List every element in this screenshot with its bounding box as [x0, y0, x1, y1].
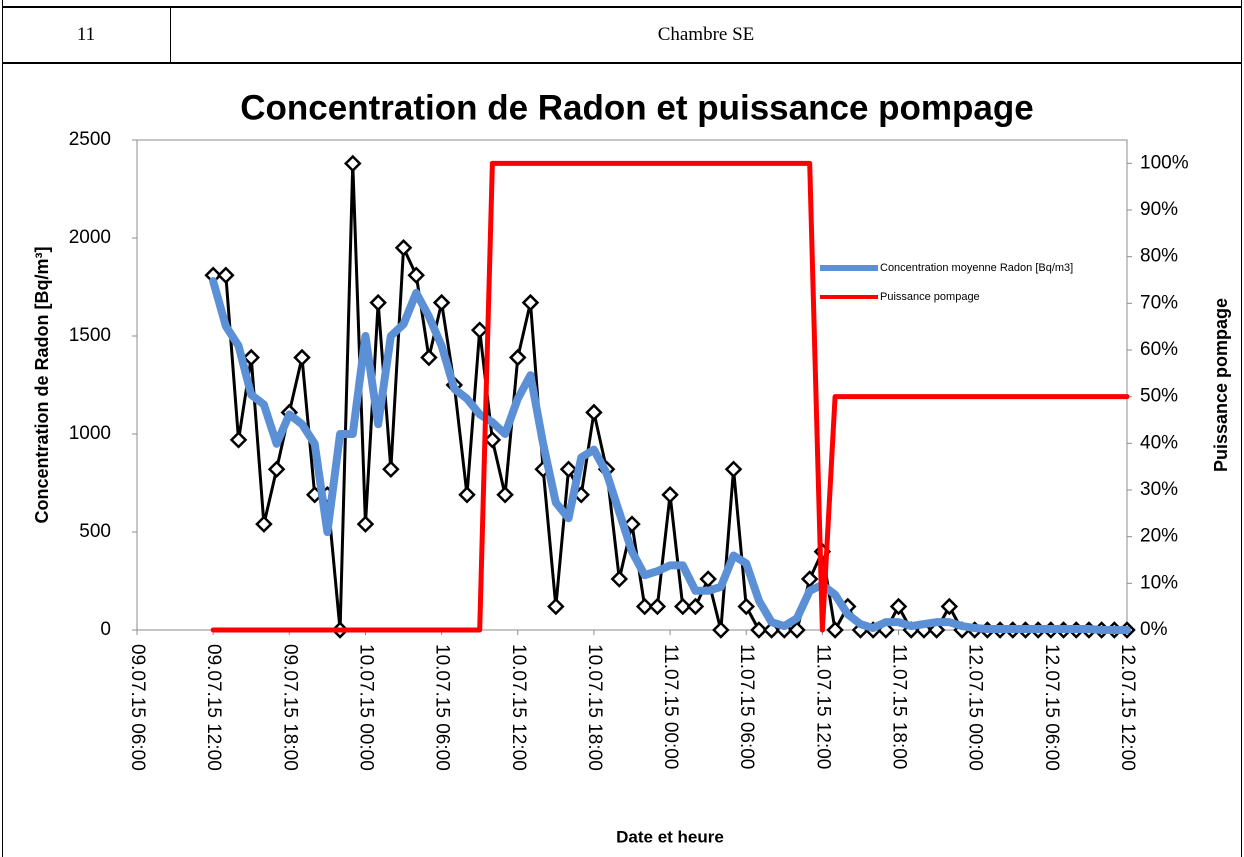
y2-tick-label: 80%	[1140, 246, 1178, 267]
y-axis-title: Concentration de Radon [Bq/m³]	[32, 247, 52, 524]
data-point	[267, 460, 286, 479]
data-point	[547, 597, 565, 616]
data-point	[509, 348, 527, 367]
data-point	[623, 515, 641, 533]
data-point	[686, 597, 705, 616]
data-point	[635, 597, 654, 616]
x-tick-label: 09.07.15 06:00	[127, 644, 148, 771]
data-point	[788, 621, 806, 639]
data-point	[432, 293, 451, 312]
data-point	[420, 348, 438, 367]
x-tick-label: 10.07.15 00:00	[355, 644, 376, 771]
x-tick-label: 12.07.15 06:00	[1041, 644, 1062, 771]
y2-tick-label: 10%	[1140, 572, 1178, 593]
y-tick-label: 1000	[69, 423, 111, 444]
y2-tick-label: 0%	[1140, 619, 1168, 640]
data-point	[674, 597, 692, 616]
data-point	[737, 597, 755, 616]
data-point	[356, 515, 375, 533]
x-tick-label: 10.07.15 06:00	[432, 644, 453, 771]
x-tick-label: 12.07.15 12:00	[1117, 644, 1138, 771]
data-point	[293, 348, 311, 367]
row-label: Chambre SE	[657, 24, 755, 45]
x-tick-label: 11.07.15 12:00	[812, 644, 833, 769]
x-axis-title: Date et heure	[616, 827, 724, 846]
y2-tick-label: 60%	[1140, 339, 1178, 360]
data-point	[826, 621, 844, 639]
series-line	[209, 277, 1131, 634]
data-point	[255, 515, 273, 533]
data-point	[394, 239, 413, 257]
x-tick-label: 09.07.15 18:00	[279, 644, 300, 771]
x-tick-label: 11.07.15 00:00	[660, 644, 681, 769]
data-point	[369, 293, 387, 312]
data-point	[458, 485, 476, 504]
row-number: 11	[76, 24, 96, 45]
data-point	[470, 321, 489, 339]
table-frame	[2, 0, 1242, 8]
data-point	[927, 621, 946, 639]
plot-frame	[136, 139, 1128, 631]
data-point	[382, 460, 400, 479]
data-point	[344, 154, 362, 173]
data-point	[585, 403, 603, 422]
data-point	[699, 570, 717, 588]
y-tick-label: 500	[79, 521, 111, 542]
y2-tick-label: 20%	[1140, 526, 1178, 547]
data-point	[800, 570, 819, 588]
data-point	[889, 597, 908, 616]
y-tick-label: 1500	[69, 325, 111, 346]
data-point	[521, 293, 540, 312]
data-point	[496, 485, 514, 504]
x-tick-label: 09.07.15 12:00	[203, 644, 224, 771]
table-row	[2, 6, 1242, 64]
data-point	[712, 621, 730, 639]
chart-cell	[2, 62, 1242, 857]
y2-tick-label: 100%	[1140, 152, 1189, 173]
data-point	[229, 431, 248, 449]
y-tick-label: 2500	[69, 129, 111, 150]
y2-tick-label: 40%	[1140, 432, 1178, 453]
legend-label: Concentration moyenne Radon [Bq/m3]	[880, 262, 1073, 274]
chart-title: Concentration de Radon et puissance pomp…	[240, 88, 1033, 127]
data-point	[242, 348, 260, 367]
x-tick-label: 11.07.15 06:00	[736, 644, 757, 769]
x-tick-label: 12.07.15 00:00	[965, 644, 986, 771]
legend-label: Puissance pompage	[880, 291, 980, 303]
x-tick-label: 10.07.15 12:00	[508, 644, 529, 771]
y-tick-label: 2000	[69, 227, 111, 248]
series-line	[210, 160, 1130, 633]
cell-divider	[170, 6, 172, 64]
y2-axis-title: Puissance pompage	[1211, 298, 1231, 472]
data-point	[483, 431, 502, 449]
data-point	[559, 460, 578, 479]
y-tick-label: 0	[100, 619, 111, 640]
y2-tick-label: 90%	[1140, 199, 1178, 220]
x-tick-label: 11.07.15 18:00	[889, 644, 910, 769]
y2-tick-label: 50%	[1140, 386, 1178, 407]
data-point	[217, 266, 235, 285]
data-point	[407, 266, 425, 285]
data-point	[661, 485, 679, 504]
data-point	[724, 460, 743, 479]
data-point	[750, 621, 768, 639]
y2-tick-label: 30%	[1140, 479, 1178, 500]
y2-tick-label: 70%	[1140, 292, 1178, 313]
data-point	[610, 570, 629, 588]
data-point	[648, 597, 667, 616]
data-point	[940, 597, 959, 616]
x-tick-label: 10.07.15 18:00	[584, 644, 605, 771]
